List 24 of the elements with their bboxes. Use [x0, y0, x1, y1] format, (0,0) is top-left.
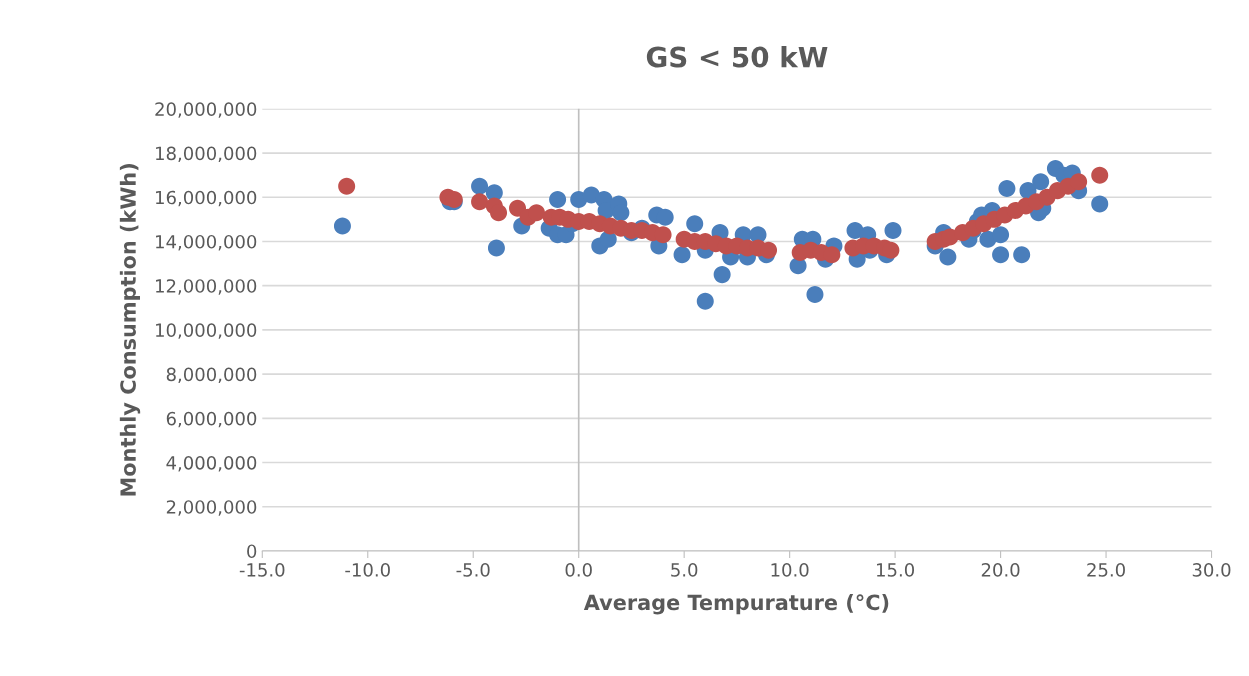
y-tick-label: 4,000,000: [166, 455, 257, 472]
y-tick-label: 0: [247, 544, 257, 559]
y-tick-label: 10,000,000: [156, 323, 257, 339]
x-tick-label: 15.0: [877, 563, 915, 577]
y-tick-label: 16,000,000: [156, 190, 257, 207]
y-tick-label: 12,000,000: [156, 279, 257, 295]
x-tick-label: 10.0: [771, 563, 809, 577]
y-tick-label: 8,000,000: [166, 367, 257, 384]
y-tick-label: 14,000,000: [156, 234, 257, 251]
x-tick-label: -5.0: [456, 563, 490, 577]
y-tick-label: 2,000,000: [166, 500, 257, 516]
x-tick-label: -10.0: [345, 563, 390, 577]
x-tick-label: -15.0: [239, 563, 285, 577]
x-axis-title: Average Tempurature (°C): [583, 594, 889, 615]
y-tick-label: 20,000,000: [155, 102, 257, 118]
x-tick-label: 0.0: [565, 563, 592, 577]
chart-title: GS < 50 kW: [646, 46, 828, 68]
x-tick-label: 20.0: [981, 563, 1020, 577]
y-tick-label: 18,000,000: [156, 146, 257, 163]
x-tick-label: 25.0: [1087, 563, 1125, 577]
y-axis-title: Monthly Consumption (kWh): [119, 164, 141, 496]
y-tick-label: 6,000,000: [166, 411, 257, 428]
x-tick-label: 30.0: [1192, 563, 1231, 577]
x-tick-label: 5.0: [671, 563, 698, 577]
